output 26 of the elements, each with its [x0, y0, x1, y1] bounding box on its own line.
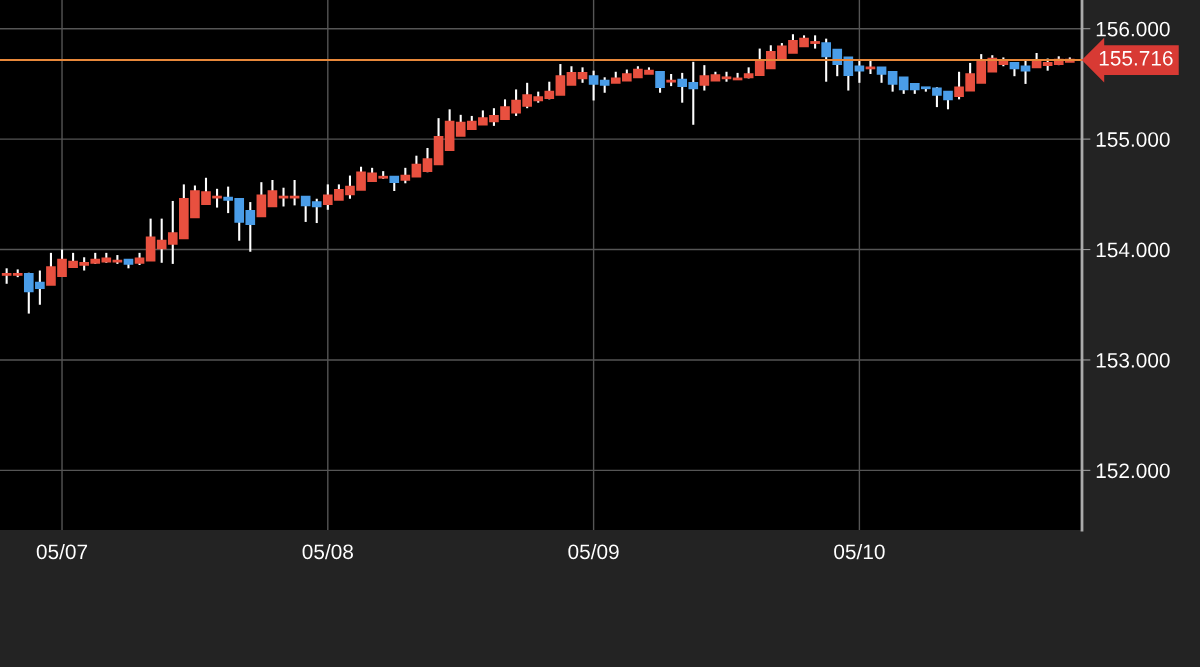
y-tick-label: 152.000	[1096, 463, 1170, 479]
candlestick	[1020, 59, 1031, 85]
ref-line-label: 155.716	[1099, 50, 1173, 66]
y-tick-label: 155.000	[1096, 132, 1170, 147]
candlestick	[411, 154, 422, 178]
candlestick	[145, 217, 156, 262]
y-tick-label: 156.000	[1096, 21, 1170, 37]
candlestick	[267, 178, 278, 208]
x-tick-label: 05/07	[36, 543, 88, 560]
candlestick	[588, 69, 599, 102]
candlestick	[854, 59, 865, 84]
candlestick	[555, 63, 566, 96]
x-tick-label: 05/10	[834, 543, 885, 560]
candlestick	[300, 195, 311, 223]
candlestick	[422, 146, 433, 174]
x-tick-label: 05/08	[302, 543, 353, 560]
candlestick	[699, 64, 710, 92]
candlestick	[721, 70, 732, 83]
candlestick	[887, 70, 898, 93]
x-tick-label: 05/09	[568, 543, 619, 560]
candlestick	[311, 197, 322, 225]
candlestick	[566, 65, 577, 87]
y-tick-label: 154.000	[1096, 242, 1170, 258]
candlestick	[655, 70, 665, 94]
y-tick-label: 153.000	[1096, 352, 1170, 368]
candlestick	[256, 181, 267, 218]
